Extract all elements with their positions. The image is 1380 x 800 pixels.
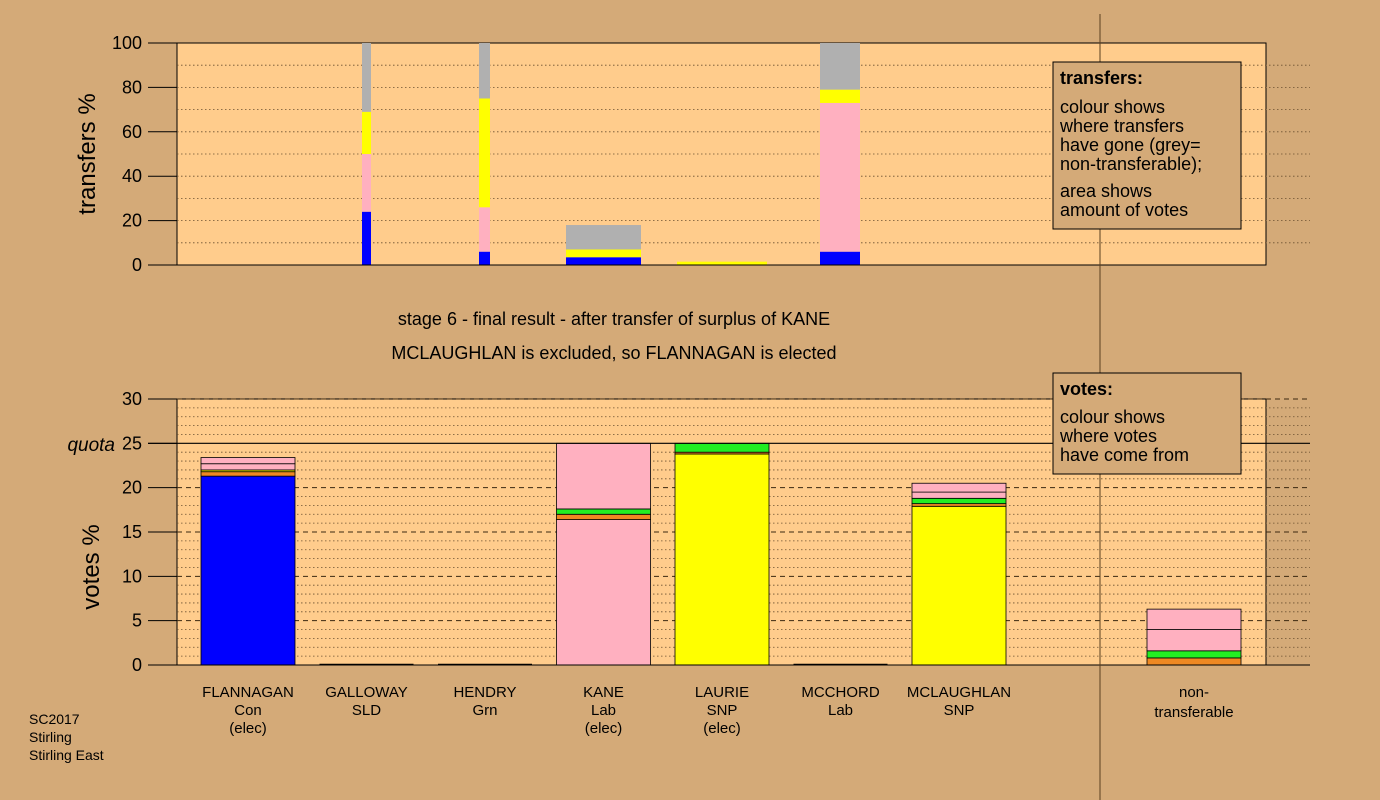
candidate-party: SLD (352, 702, 381, 719)
transfers-y-ticks: 0 20 40 60 80 100 (112, 33, 177, 275)
stage-outcome: MCLAUGHLAN is excluded, so FLANNAGAN is … (391, 343, 836, 363)
nontransferable-segment (1146, 657, 1242, 666)
votes-bars (148, 442, 1310, 666)
vote-segment-kane (556, 519, 651, 666)
transfers-legend-line: colour shows (1060, 97, 1165, 117)
votes-y-axis-label: votes % (78, 524, 105, 609)
candidate-labels: FLANNAGANCon(elec)GALLOWAYSLDHENDRYGrnKA… (202, 684, 1233, 737)
transfer-segment-galloway (362, 43, 371, 112)
transfers-bars (177, 43, 1266, 266)
transfers-y-axis-label: transfers % (74, 93, 101, 214)
stage-headline: stage 6 - final result - after transfer … (398, 309, 830, 329)
candidate-name: GALLOWAY (325, 684, 408, 701)
transfer-segment-mclaughlan (820, 43, 860, 90)
vote-segment-mclaughlan (911, 505, 1007, 666)
transfers-legend-line: amount of votes (1060, 200, 1188, 220)
candidate-status: (elec) (229, 720, 267, 737)
candidate-party: Grn (472, 702, 497, 719)
y-tick-label: 25 (122, 433, 142, 453)
candidate-name: LAURIE (695, 684, 749, 701)
transfer-segment-laurie (677, 261, 767, 265)
y-tick-label: 20 (122, 211, 142, 231)
vote-segment-kane (556, 442, 651, 510)
transfer-segment-galloway (362, 154, 371, 212)
nontransferable-segment (1146, 608, 1242, 630)
nontransferable-label: non- (1179, 684, 1209, 701)
candidate-status: (elec) (703, 720, 741, 737)
candidate-status: (elec) (585, 720, 623, 737)
y-tick-label: 40 (122, 166, 142, 186)
transfer-segment-kane (566, 225, 641, 250)
y-tick-label: 0 (132, 655, 142, 675)
footer-ward: Stirling East (29, 747, 104, 763)
y-tick-label: 80 (122, 77, 142, 97)
votes-legend: votes: colour shows where votes have com… (1052, 372, 1242, 475)
transfer-segment-mclaughlan (820, 89, 860, 103)
candidate-name: FLANNAGAN (202, 684, 294, 701)
transfer-segment-galloway (362, 111, 371, 154)
footer-election: SC2017 (29, 711, 80, 727)
vote-segment-flannagan (200, 471, 296, 477)
votes-legend-title: votes: (1060, 379, 1113, 399)
candidate-name: MCCHORD (801, 684, 879, 701)
vote-segment-mclaughlan (911, 491, 1007, 499)
candidate-party: SNP (944, 702, 975, 719)
y-tick-label: 100 (112, 33, 142, 53)
transfer-segment-hendry (479, 43, 490, 99)
transfer-segment-kane (566, 249, 641, 258)
votes-legend-line: colour shows (1060, 407, 1165, 427)
candidate-party: Con (234, 702, 262, 719)
y-tick-label: 20 (122, 478, 142, 498)
transfers-legend: transfers: colour shows where transfers … (1052, 61, 1242, 230)
transfer-segment-mclaughlan (820, 102, 860, 252)
candidate-party: Lab (591, 702, 616, 719)
transfers-legend-line: have gone (grey= (1060, 135, 1201, 155)
transfer-segment-galloway (362, 211, 371, 265)
y-tick-label: 60 (122, 122, 142, 142)
transfers-legend-line: non-transferable); (1060, 154, 1202, 174)
vote-segment-kane (556, 513, 651, 520)
votes-legend-line: where votes (1059, 426, 1157, 446)
candidate-party: Lab (828, 702, 853, 719)
candidate-party: SNP (707, 702, 738, 719)
votes-y-ticks: 0 5 10 15 20 25 30 (122, 389, 177, 675)
vote-segment-laurie (674, 453, 770, 666)
footer-council: Stirling (29, 729, 72, 745)
candidate-name: KANE (583, 684, 624, 701)
vote-segment-flannagan (200, 475, 296, 666)
transfers-legend-line: area shows (1060, 181, 1152, 201)
transfer-segment-hendry (479, 251, 490, 265)
vote-segment-mclaughlan (911, 482, 1007, 493)
y-tick-label: 30 (122, 389, 142, 409)
vote-segment-laurie (674, 442, 770, 453)
transfer-segment-mclaughlan (820, 251, 860, 265)
vote-segment-mclaughlan (911, 497, 1007, 505)
transfer-segment-hendry (479, 98, 490, 208)
vote-segment-kane (556, 508, 651, 515)
nontransferable-label: transferable (1154, 704, 1233, 721)
vote-segment-flannagan (200, 457, 296, 465)
transfers-legend-line: where transfers (1059, 116, 1184, 136)
vote-segment-flannagan (200, 463, 296, 471)
votes-legend-line: have come from (1060, 445, 1189, 465)
nontransferable-segment (1146, 650, 1242, 659)
candidate-name: HENDRY (453, 684, 516, 701)
transfers-legend-title: transfers: (1060, 68, 1143, 88)
candidate-name: MCLAUGHLAN (907, 684, 1011, 701)
y-tick-label: 15 (122, 522, 142, 542)
transfer-segment-hendry (479, 207, 490, 252)
nontransferable-segment (1146, 629, 1242, 652)
y-tick-label: 10 (122, 566, 142, 586)
y-tick-label: 5 (132, 611, 142, 631)
transfer-segment-kane (566, 257, 641, 265)
y-tick-label: 0 (132, 255, 142, 275)
quota-label: quota (67, 435, 115, 456)
